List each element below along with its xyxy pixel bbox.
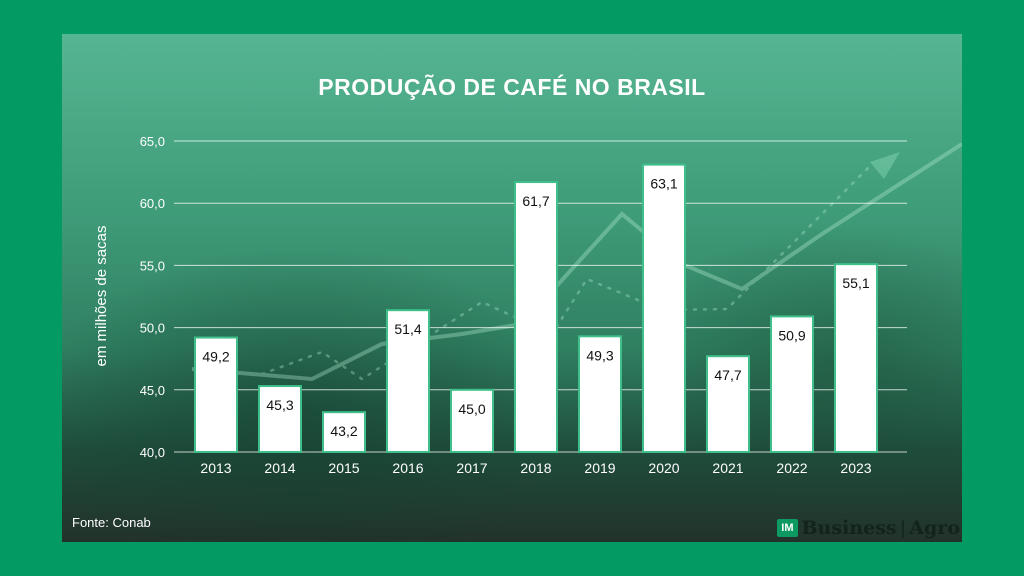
logo-separator: | (900, 517, 906, 538)
logo-agro-text: Agro (909, 517, 960, 539)
data-label-2017: 45,0 (458, 401, 485, 417)
data-label-2019: 49,3 (586, 347, 613, 363)
y-tick-label: 45,0 (140, 383, 165, 398)
x-tick-label-2018: 2018 (520, 460, 551, 476)
data-label-2016: 51,4 (394, 321, 421, 337)
x-tick-label-2017: 2017 (456, 460, 487, 476)
y-tick-label: 40,0 (140, 445, 165, 460)
y-tick-label: 55,0 (140, 258, 165, 273)
bar-2019 (578, 335, 622, 454)
chart-panel: PRODUÇÃO DE CAFÉ NO BRASIL 40,0 45,0 50,0 5… (62, 34, 962, 542)
bar-2018 (514, 181, 558, 453)
x-tick-label-2015: 2015 (328, 460, 359, 476)
data-label-2018: 61,7 (522, 193, 549, 209)
logo-business-text: Business (801, 517, 897, 539)
data-label-2020: 63,1 (650, 176, 677, 192)
bar-2023 (834, 263, 878, 453)
chart-title: PRODUÇÃO DE CAFÉ NO BRASIL (318, 74, 706, 100)
bar-2017 (450, 388, 494, 453)
y-axis-ticks: 40,0 45,0 50,0 55,0 60,0 65,0 (140, 134, 165, 460)
bar-2022 (770, 315, 814, 453)
im-logo-badge: IM (777, 519, 798, 537)
x-tick-label-2019: 2019 (584, 460, 615, 476)
bar-2021 (706, 355, 750, 454)
bar-2014 (258, 385, 302, 453)
x-tick-label-2014: 2014 (264, 460, 295, 476)
y-tick-label: 50,0 (140, 321, 165, 336)
x-tick-label-2021: 2021 (712, 460, 743, 476)
x-tick-label-2013: 2013 (200, 460, 231, 476)
source-note: Fonte: Conab (72, 515, 151, 530)
x-tick-label-2020: 2020 (648, 460, 679, 476)
data-label-2023: 55,1 (842, 275, 869, 291)
bar-2015 (322, 411, 366, 453)
bar-2013 (194, 336, 238, 453)
x-tick-label-2016: 2016 (392, 460, 423, 476)
data-label-2022: 50,9 (778, 327, 805, 343)
y-tick-label: 60,0 (140, 196, 165, 211)
bar-chart: 40,0 45,0 50,0 55,0 60,0 65,0 49,2 45,3 43,2 51,… (93, 134, 962, 476)
data-label-2014: 45,3 (266, 397, 293, 413)
x-tick-label-2022: 2022 (776, 460, 807, 476)
data-label-2015: 43,2 (330, 423, 357, 439)
data-label-2013: 49,2 (202, 349, 229, 365)
business-agro-logo: IM Business | Agro (777, 515, 960, 541)
bars: 49,2 45,3 43,2 51,4 45,0 61,7 49,3 63,1 47,7 50,9… (194, 163, 878, 454)
data-label-2021: 47,7 (714, 367, 741, 383)
x-axis-ticks: 2013 2014 2015 2016 2017 2018 2019 2020 2021 2022… (200, 460, 871, 476)
bar-2020 (642, 163, 686, 454)
x-tick-label-2023: 2023 (840, 460, 871, 476)
bar-2016 (386, 309, 430, 453)
y-tick-label: 65,0 (140, 134, 165, 149)
y-axis-label: em milhões de sacas (93, 226, 110, 367)
